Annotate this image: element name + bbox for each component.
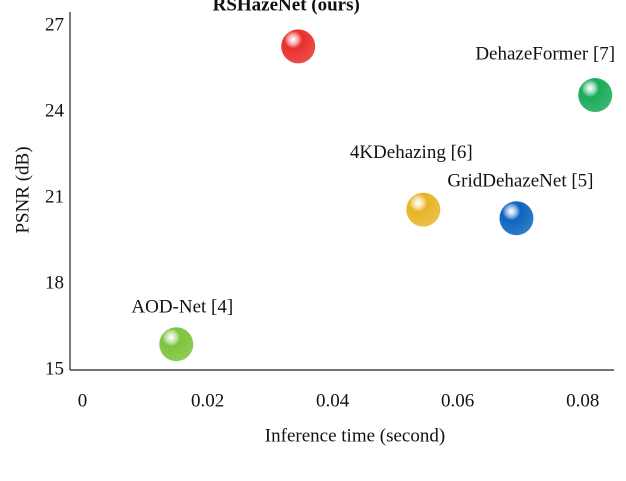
point-label: 4KDehazing [6] (350, 142, 473, 163)
point (406, 192, 441, 227)
point-label: DehazeFormer [7] (475, 43, 615, 64)
point (159, 327, 194, 362)
y-tick-label: 27 (45, 15, 64, 36)
y-tick-label: 15 (45, 358, 64, 379)
point-label: RSHazeNet (ours) (213, 0, 360, 16)
x-tick-label: 0.08 (566, 390, 599, 411)
y-tick-label: 21 (45, 187, 64, 208)
point-label: AOD-Net [4] (131, 297, 233, 318)
y-tick-label: 18 (45, 272, 64, 293)
x-tick-label: 0 (78, 390, 88, 411)
y-axis-title: PSNR (dB) (12, 146, 33, 233)
point (281, 29, 316, 64)
x-tick-label: 0.04 (316, 390, 350, 411)
point (578, 78, 613, 113)
point (499, 201, 534, 236)
x-tick-label: 0.02 (191, 390, 224, 411)
point-label: GridDehazeNet [5] (447, 171, 593, 192)
x-tick-label: 0.06 (441, 390, 474, 411)
y-tick-label: 24 (45, 101, 65, 122)
x-axis-title: Inference time (second) (265, 425, 445, 446)
